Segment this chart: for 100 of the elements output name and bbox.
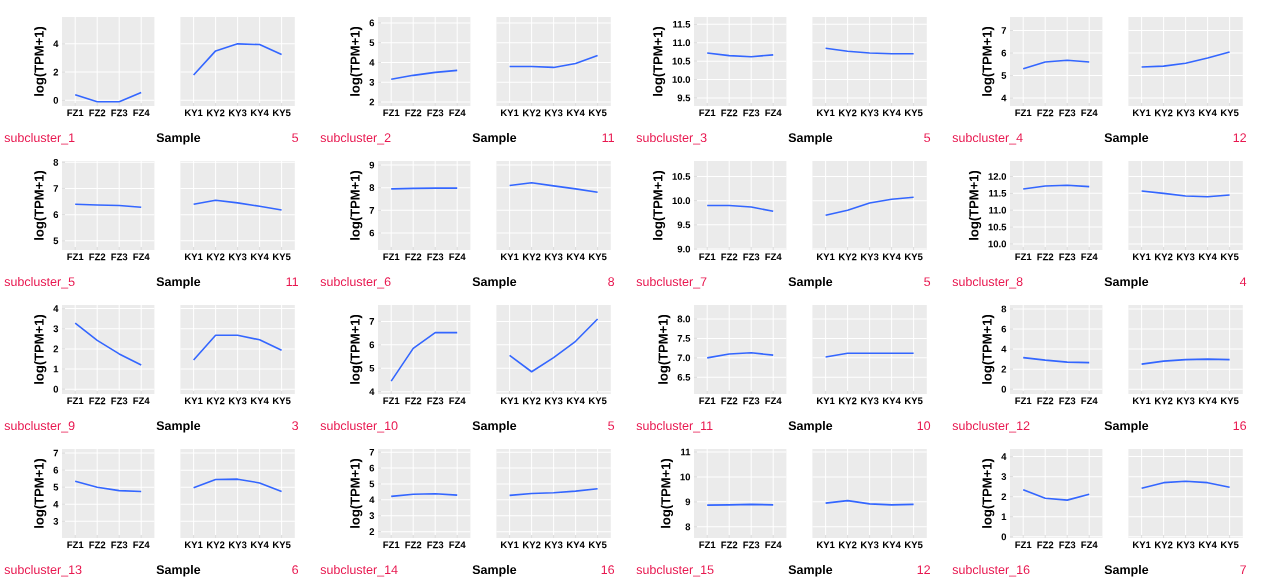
text: 5: [292, 133, 299, 143]
x-tick-label: KY3: [861, 109, 879, 117]
x-tick-label: KY4: [883, 109, 901, 117]
x-tick-label: FZ1: [1015, 397, 1032, 405]
x-tick-label: KY2: [1155, 541, 1173, 549]
y-tick-label: 0: [1001, 385, 1007, 393]
y-tick-label: 3: [1001, 473, 1007, 481]
y-axis-title: log(TPM+1): [350, 314, 363, 384]
y-axis-title: log(TPM+1): [968, 170, 982, 240]
y-tick-label: 4: [1001, 453, 1007, 460]
x-tick-label: FZ4: [449, 397, 466, 405]
x-tick-label: KY1: [1133, 109, 1151, 117]
y-tick-label: 4: [369, 388, 375, 395]
x-tick-label: FZ1: [383, 253, 400, 261]
y-axis-title: log(TPM+1): [982, 458, 995, 528]
x-tick-label: FZ2: [1037, 253, 1054, 261]
text: 5: [608, 421, 615, 431]
x-tick-label: KY1: [501, 397, 519, 405]
x-tick-label: KY2: [523, 397, 541, 405]
y-tick-label: 3: [53, 517, 59, 525]
line-series: [508, 487, 599, 497]
x-tick-label: FZ4: [133, 541, 150, 549]
text: 3: [292, 421, 299, 431]
y-tick-label: 9.0: [677, 245, 691, 253]
x-tick-label: KY5: [589, 541, 607, 549]
x-tick-label: KY2: [1155, 109, 1173, 117]
x-tick-label: FZ4: [1081, 253, 1098, 261]
text: subcluster_11: [636, 420, 713, 433]
x-tick-label: KY3: [229, 253, 247, 261]
y-tick-label: 5: [53, 237, 59, 245]
x-tick-label: KY2: [207, 109, 225, 117]
text: subcluster_5: [4, 276, 75, 289]
y-tick-label: 4: [1001, 345, 1007, 353]
line-series: [1140, 480, 1231, 490]
x-axis-title: Sample: [1104, 132, 1149, 145]
y-tick-label: 2: [369, 98, 375, 106]
y-tick-label: 6: [369, 229, 375, 237]
y-tick-label: 0: [1001, 533, 1007, 541]
x-axis-title: Sample: [1104, 420, 1149, 433]
line-series: [192, 199, 283, 211]
x-tick-label: KY4: [567, 397, 585, 405]
x-tick-label: KY3: [229, 541, 247, 549]
text: 16: [1233, 421, 1247, 431]
y-tick-label: 5: [53, 483, 59, 491]
y-tick-label: 7: [53, 449, 59, 457]
x-axis-title: Sample: [156, 420, 201, 433]
x-tick-label: FZ1: [699, 109, 716, 117]
x-tick-label: FZ2: [721, 397, 738, 405]
x-tick-label: KY1: [185, 253, 203, 261]
y-tick-label: 7: [1001, 27, 1007, 34]
x-tick-label: FZ3: [1059, 253, 1076, 261]
x-tick-label: FZ1: [1015, 541, 1032, 549]
x-axis-title: Sample: [788, 564, 833, 577]
y-tick-label: 10.0: [672, 197, 691, 205]
x-tick-label: FZ1: [383, 541, 400, 549]
y-tick-label: 2: [53, 345, 59, 353]
y-axis-title: log(TPM+1): [34, 458, 47, 528]
x-tick-label: KY3: [1177, 109, 1195, 117]
y-tick-label: 8.0: [677, 315, 691, 323]
x-tick-label: FZ1: [1015, 109, 1032, 117]
x-tick-label: KY3: [861, 397, 879, 405]
y-tick-label: 0: [53, 385, 59, 393]
x-tick-label: KY3: [545, 541, 563, 549]
y-axis-title: log(TPM+1): [660, 458, 674, 528]
y-tick-label: 10: [680, 473, 691, 481]
x-tick-label: KY3: [545, 109, 563, 117]
y-tick-label: 8: [369, 184, 375, 192]
text: subcluster_1: [4, 132, 75, 145]
x-tick-label: FZ4: [133, 109, 150, 117]
y-tick-label: 4: [53, 501, 59, 508]
y-tick-label: 4: [369, 59, 375, 66]
x-tick-label: FZ4: [765, 397, 782, 405]
x-axis-title: Sample: [472, 132, 517, 145]
y-axis-title: log(TPM+1): [350, 458, 363, 528]
y-tick-label: 11.5: [673, 21, 691, 28]
x-tick-label: FZ3: [743, 109, 760, 117]
x-tick-label: KY5: [1221, 109, 1239, 117]
x-tick-label: FZ2: [721, 541, 738, 549]
y-tick-label: 7: [369, 207, 375, 214]
x-tick-label: KY4: [567, 253, 585, 261]
text: 7: [1240, 565, 1246, 575]
x-tick-label: KY1: [817, 109, 835, 117]
x-tick-label: KY3: [1177, 541, 1195, 549]
x-tick-label: FZ2: [721, 253, 738, 261]
y-tick-label: 11.5: [989, 190, 1007, 197]
x-tick-label: FZ1: [67, 397, 84, 405]
x-tick-label: KY2: [839, 109, 857, 117]
y-tick-label: 10.5: [988, 223, 1007, 231]
x-tick-label: FZ4: [1081, 541, 1098, 549]
line-series: [824, 196, 915, 216]
y-tick-label: 7: [369, 318, 375, 325]
x-tick-label: KY5: [273, 541, 291, 549]
x-tick-label: FZ1: [383, 109, 400, 117]
x-tick-label: KY2: [523, 541, 541, 549]
x-tick-label: FZ3: [743, 541, 760, 549]
x-tick-label: KY5: [273, 109, 291, 117]
x-tick-label: KY2: [207, 541, 225, 549]
x-axis-title: Sample: [1104, 276, 1149, 289]
y-axis-title: log(TPM+1): [34, 170, 47, 240]
x-tick-label: FZ4: [449, 541, 466, 549]
